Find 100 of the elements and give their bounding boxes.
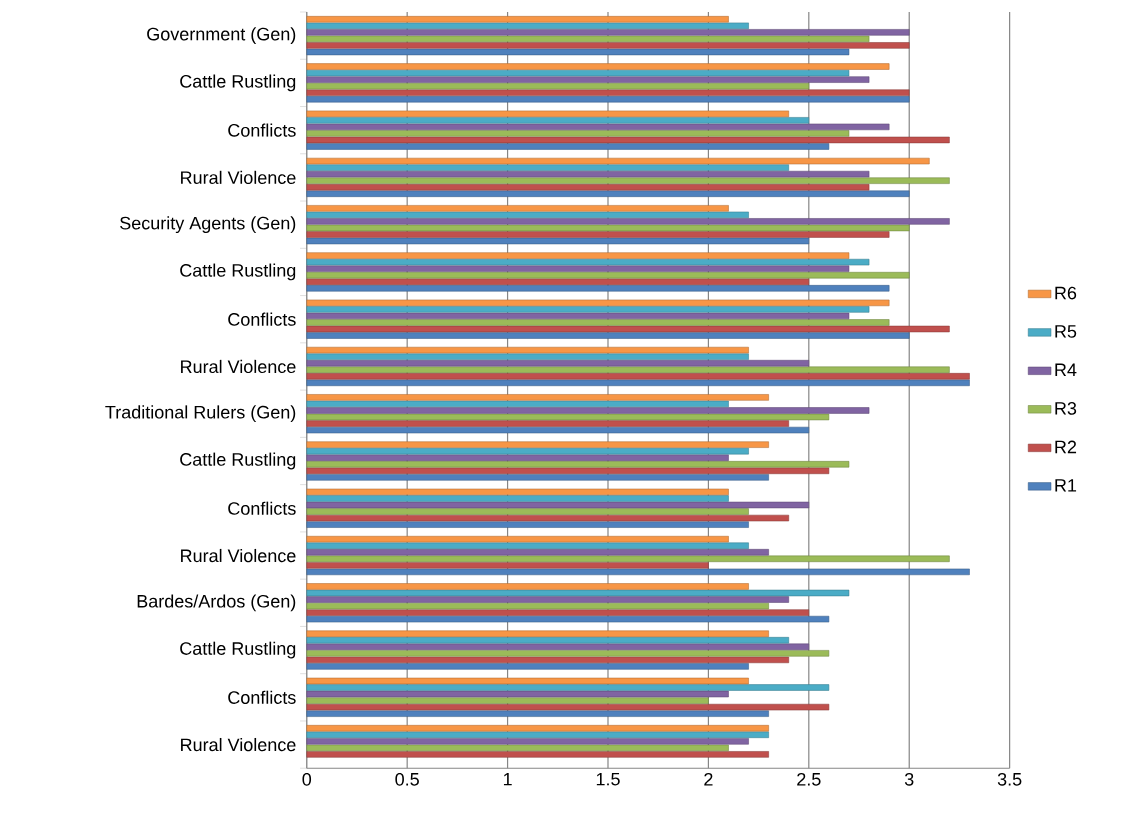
bar: [306, 63, 890, 70]
bar: [306, 636, 789, 644]
bar: [306, 568, 970, 575]
bar: [306, 724, 769, 732]
bar: [306, 710, 769, 717]
bar: [306, 22, 749, 29]
bar: [306, 359, 810, 367]
bar: [306, 224, 910, 232]
bar: [306, 278, 810, 285]
bar: [306, 35, 870, 42]
bar: [306, 190, 910, 197]
bar: [306, 751, 769, 758]
x-tick-label: 0.5: [395, 772, 419, 786]
legend-label: R4: [1055, 363, 1077, 376]
x-tick-label: 1: [503, 772, 512, 786]
bar: [306, 703, 830, 711]
bar: [306, 143, 830, 150]
y-tick-label: Cattle Rustling: [180, 74, 296, 92]
bar: [306, 677, 749, 685]
y-tick-label: Rural Violence: [181, 170, 296, 184]
x-tick-label: 0: [302, 772, 312, 786]
bar: [306, 306, 870, 313]
bar: [306, 454, 729, 461]
bar: [306, 690, 729, 698]
y-tick-label: Security Agents (Gen): [120, 216, 296, 233]
bar: [306, 136, 950, 144]
bar: [306, 29, 910, 36]
bar: [306, 299, 890, 306]
y-tick-label: Conflicts: [228, 123, 296, 137]
y-tick-label: Cattle Rustling: [180, 641, 296, 659]
bar: [306, 15, 729, 23]
y-tick-label: Cattle Rustling: [180, 452, 296, 470]
bar: [306, 366, 950, 373]
bar: [306, 89, 910, 96]
y-tick-label: Rural Violence: [181, 548, 296, 563]
bar: [306, 346, 749, 354]
bar: [306, 130, 850, 137]
bar: [306, 400, 729, 408]
bar: [306, 447, 749, 455]
bar: [306, 514, 789, 522]
bar: [306, 110, 789, 117]
y-tick-label: Conflicts: [228, 312, 296, 326]
bar: [306, 521, 749, 528]
legend-label: R5: [1055, 325, 1077, 338]
bar: [306, 205, 729, 212]
bar: [306, 82, 810, 90]
bar: [306, 284, 890, 292]
bar: [306, 170, 870, 178]
bar: [306, 488, 729, 496]
bar: [306, 542, 749, 549]
bar: [306, 630, 769, 637]
x-tick-label: 3.5: [997, 772, 1022, 786]
x-tick-label: 1.5: [596, 772, 620, 786]
bar: [306, 183, 870, 191]
y-tick-label: Rural Violence: [181, 359, 296, 373]
bar: [306, 231, 890, 238]
x-tick-label: 2.5: [797, 772, 821, 786]
bar: [306, 237, 810, 245]
bar: [306, 95, 910, 103]
bar: [306, 495, 729, 502]
bar: [306, 684, 830, 691]
bar: [306, 555, 950, 562]
bar: [306, 413, 830, 421]
bar: [306, 407, 870, 414]
bar: [306, 738, 749, 745]
bar: [306, 69, 850, 77]
bar: [306, 656, 789, 663]
bar: [306, 372, 970, 380]
bar: [306, 501, 810, 509]
bar: [306, 460, 850, 468]
legend-label: R1: [1055, 479, 1077, 492]
bar: [306, 76, 870, 83]
bar: [306, 271, 910, 279]
bar: [306, 744, 729, 751]
bar: [306, 265, 850, 272]
bar: [306, 596, 789, 603]
bar: [306, 589, 850, 597]
bar: [306, 602, 769, 610]
bar: [306, 535, 729, 543]
y-tick-label: Rural Violence: [181, 737, 296, 752]
bar: [306, 353, 749, 360]
bar: [306, 312, 850, 320]
legend-label: R2: [1055, 440, 1077, 454]
bar: [306, 420, 789, 427]
bar: [306, 157, 930, 165]
bar: [306, 123, 890, 130]
bar: [306, 615, 830, 623]
bar: [306, 609, 810, 616]
bar: [306, 562, 709, 569]
y-tick-label: Government (Gen): [147, 27, 296, 44]
bar: [306, 441, 769, 448]
bar: [306, 117, 810, 124]
legend-label: R6: [1055, 286, 1077, 300]
y-tick-label: Conflicts: [228, 501, 296, 515]
y-tick-label: Cattle Rustling: [180, 263, 296, 281]
bar: [306, 663, 749, 670]
bar: [306, 474, 769, 481]
bar: [306, 164, 789, 171]
bar: [306, 731, 769, 738]
bar: [306, 379, 970, 386]
